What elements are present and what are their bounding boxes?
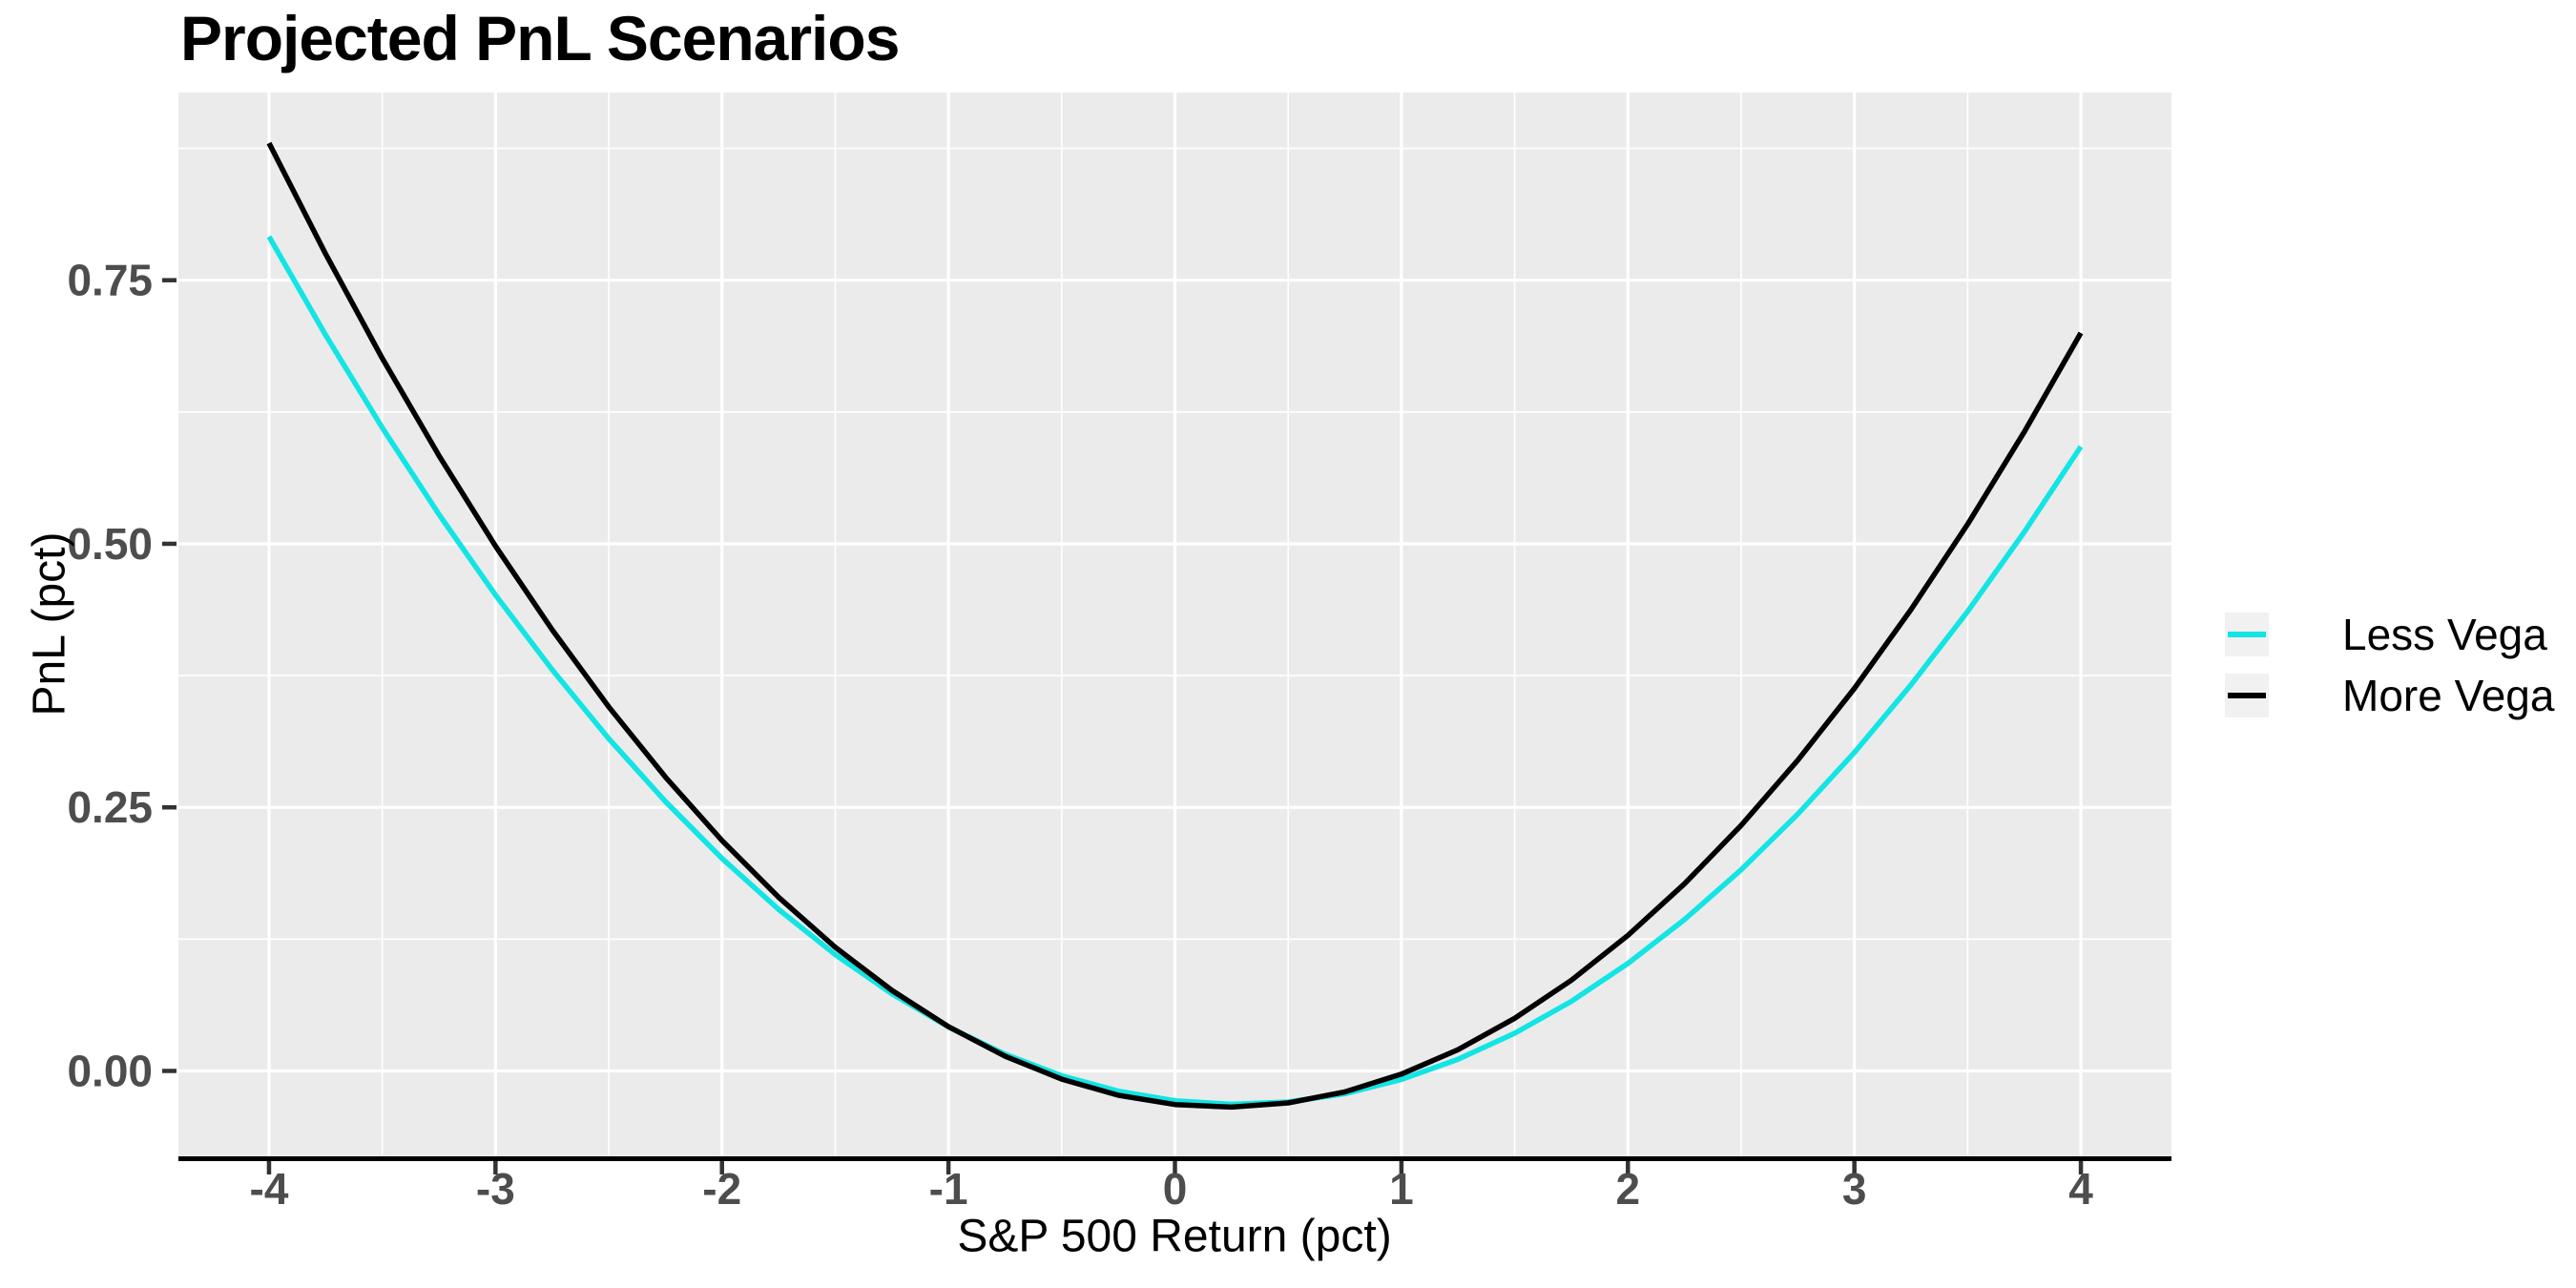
x-tick-label: -1: [929, 1164, 968, 1214]
series-line-more-vega: [266, 141, 2084, 1111]
x-tick-label: 3: [1842, 1164, 1867, 1214]
x-tick-label: -2: [702, 1164, 741, 1214]
legend-item-more-vega: More Vega: [2225, 670, 2554, 721]
legend-item-less-vega: Less Vega: [2225, 609, 2554, 660]
legend-key-swatch: [2225, 674, 2269, 717]
x-axis-title: S&P 500 Return (pct): [957, 1211, 1392, 1262]
y-tick-label: 0.25: [67, 782, 153, 832]
x-tick-label: 4: [2068, 1164, 2093, 1214]
y-tick-label: 0.50: [67, 519, 153, 569]
x-tick-label: -4: [250, 1164, 289, 1214]
legend-key-line-icon: [2228, 693, 2266, 698]
legend-key-swatch: [2225, 613, 2269, 656]
chart-title: Projected PnL Scenarios: [180, 3, 900, 73]
legend-key-line-icon: [2228, 632, 2266, 637]
x-tick-label: 1: [1389, 1164, 1414, 1214]
legend: Less Vega More Vega: [2225, 609, 2554, 721]
x-tick-label: 0: [1163, 1164, 1188, 1214]
legend-label: More Vega: [2342, 671, 2555, 720]
y-tick-label: 0.00: [67, 1046, 153, 1095]
y-axis-title: PnL (pct): [24, 531, 75, 717]
x-tick-label: -3: [476, 1164, 515, 1214]
y-tick-label: 0.75: [67, 256, 153, 305]
legend-label: Less Vega: [2342, 610, 2547, 659]
x-tick-label: 2: [1615, 1164, 1640, 1214]
series-line-less-vega: [266, 235, 2084, 1108]
